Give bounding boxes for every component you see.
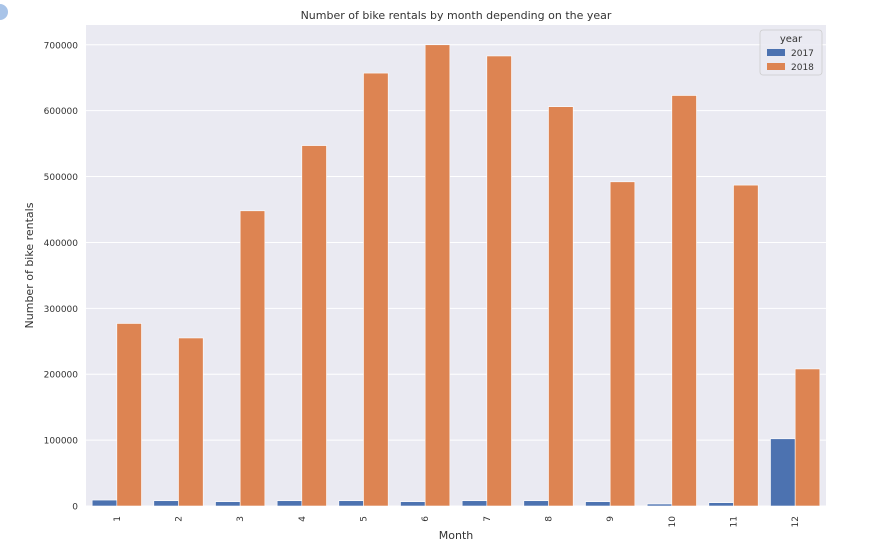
bar-2017-month-8 bbox=[523, 500, 549, 507]
x-tick-label: 4 bbox=[298, 516, 308, 522]
bar-2017-month-5 bbox=[338, 500, 364, 507]
y-axis-ticks: 0 100000 200000 300000 400000 500000 600000 700… bbox=[44, 41, 79, 512]
y-tick-label: 100000 bbox=[44, 437, 79, 447]
y-tick-label: 500000 bbox=[44, 173, 79, 183]
x-axis-label: Month bbox=[439, 529, 474, 542]
x-tick-label: 6 bbox=[421, 516, 431, 522]
bar-2017-month-12 bbox=[770, 438, 796, 507]
bar-2018-month-12 bbox=[794, 368, 821, 507]
x-tick-label: 1 bbox=[113, 516, 123, 522]
bar-2018-month-5 bbox=[363, 72, 389, 507]
x-tick-label: 3 bbox=[236, 516, 246, 522]
x-tick-label: 11 bbox=[730, 516, 740, 527]
bar-2018-month-6 bbox=[424, 44, 451, 507]
x-tick-label: 10 bbox=[668, 516, 678, 528]
bar-2017-month-9 bbox=[585, 501, 611, 507]
bar-2018-month-10 bbox=[671, 95, 697, 507]
x-tick-label: 9 bbox=[606, 516, 616, 522]
y-tick-label: 200000 bbox=[44, 371, 79, 381]
bar-2017-month-2 bbox=[153, 500, 179, 507]
bar-2017-month-3 bbox=[215, 501, 241, 507]
x-axis-ticks: 1 2 3 4 5 6 7 8 9 10 11 12 bbox=[113, 516, 801, 528]
y-tick-label: 300000 bbox=[44, 305, 79, 315]
legend-swatch-2018 bbox=[767, 63, 785, 70]
bar-2018-month-8 bbox=[548, 106, 574, 507]
legend-label-2017: 2017 bbox=[791, 49, 814, 59]
bars bbox=[91, 44, 821, 507]
y-tick-label: 400000 bbox=[44, 239, 79, 249]
plot-area bbox=[86, 25, 826, 506]
legend-title: year bbox=[780, 34, 803, 45]
grid-lines bbox=[86, 44, 826, 507]
legend-label-2018: 2018 bbox=[791, 63, 814, 73]
bar-2018-month-4 bbox=[301, 145, 327, 507]
bar-2018-month-3 bbox=[239, 210, 266, 507]
bar-2017-month-11 bbox=[708, 502, 734, 507]
legend-swatch-2017 bbox=[767, 49, 785, 56]
x-tick-label: 5 bbox=[360, 516, 370, 522]
y-tick-label: 0 bbox=[72, 503, 78, 513]
bar-2018-month-1 bbox=[116, 323, 142, 507]
x-tick-label: 12 bbox=[791, 516, 801, 527]
x-tick-label: 7 bbox=[483, 516, 493, 522]
legend: year 2017 2018 bbox=[759, 29, 823, 76]
x-tick-label: 2 bbox=[175, 516, 185, 522]
y-tick-label: 700000 bbox=[44, 41, 79, 51]
chart-title: Number of bike rentals by month dependin… bbox=[301, 9, 612, 22]
bar-2018-month-9 bbox=[609, 181, 636, 507]
bar-2018-month-7 bbox=[486, 55, 512, 507]
bar-2018-month-2 bbox=[178, 337, 204, 507]
x-tick-label: 8 bbox=[545, 516, 555, 522]
bar-2017-month-4 bbox=[276, 500, 303, 507]
bar-2017-month-10 bbox=[646, 503, 673, 507]
y-tick-label: 600000 bbox=[44, 107, 79, 117]
corner-decoration bbox=[0, 4, 8, 20]
bar-2017-month-6 bbox=[400, 501, 426, 507]
bar-2018-month-11 bbox=[733, 184, 759, 507]
y-axis-label: Number of bike rentals bbox=[23, 202, 36, 328]
bar-2017-month-1 bbox=[91, 499, 118, 507]
bar-2017-month-7 bbox=[461, 500, 488, 507]
